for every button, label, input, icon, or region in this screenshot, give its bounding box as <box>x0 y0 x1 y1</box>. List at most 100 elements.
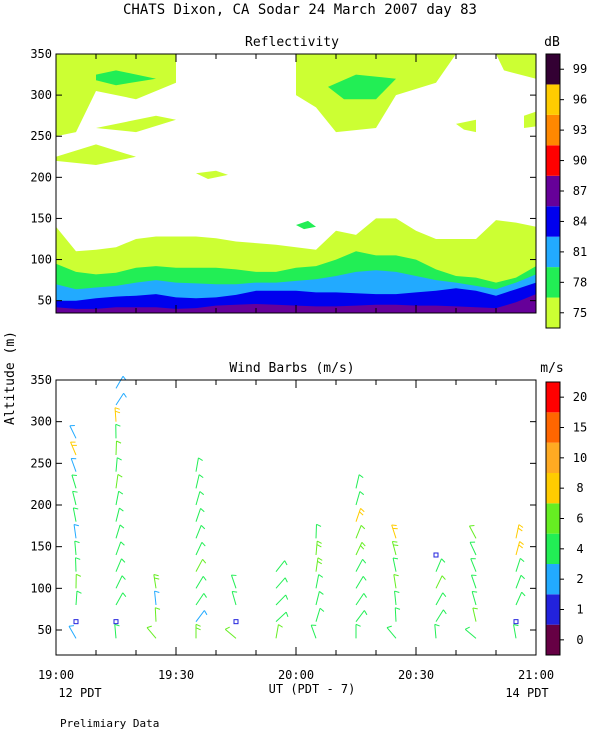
wind-barb-feather <box>203 610 208 616</box>
wind-barb-feather <box>278 624 283 628</box>
wind-barb-feather <box>116 440 122 444</box>
wind-barb-feather <box>316 540 322 544</box>
wind-barb-feather <box>119 524 125 529</box>
wind-barb-feather <box>393 574 399 577</box>
wind-barb-calm <box>113 619 119 625</box>
wind-colorbar-tick-label: 2 <box>576 572 583 586</box>
wind-y-tick-label: 150 <box>30 540 52 554</box>
wind-barb-feather <box>472 591 478 593</box>
wind-barb-feather <box>513 624 519 627</box>
wind-barb-feather <box>76 590 82 594</box>
wind-barb-feather <box>394 590 400 594</box>
wind-barb <box>195 559 204 572</box>
reflectivity-patch-78db <box>96 70 156 86</box>
wind-barb <box>515 558 521 572</box>
wind-barb-feather <box>75 557 81 560</box>
wind-barb <box>275 594 287 606</box>
wind-barb <box>355 474 360 489</box>
wind-barb <box>70 458 77 472</box>
wind-barb <box>315 591 320 606</box>
reflectivity-y-tick-label: 150 <box>30 211 52 225</box>
wind-colorbar-swatch <box>546 442 560 473</box>
reflectivity-colorbar-swatch <box>546 54 560 85</box>
local-time-start-note: 12 PDT <box>58 686 101 700</box>
wind-colorbar-swatch <box>546 412 560 443</box>
wind-barb-feather <box>284 577 288 583</box>
wind-barb-feather <box>154 590 160 594</box>
altitude-axis-label: Altitude (m) <box>3 331 18 425</box>
wind-barb-feather <box>118 490 124 495</box>
reflectivity-colorbar-swatch <box>546 297 560 328</box>
wind-barb <box>355 525 362 539</box>
wind-barb-feather <box>203 593 207 598</box>
wind-barb <box>464 628 477 639</box>
time-tick-label: 20:00 <box>278 668 314 682</box>
reflectivity-colorbar-tick-label: 84 <box>573 214 587 228</box>
reflectivity-colorbar-swatch <box>546 267 560 298</box>
reflectivity-colorbar-tick-label: 75 <box>573 306 587 320</box>
wind-barb-feather <box>318 574 324 578</box>
wind-colorbar: 0 1 2 4 6 8 10 15 20 <box>545 381 587 656</box>
wind-barb <box>74 541 77 556</box>
wind-barb-feather <box>442 592 447 597</box>
wind-barb-feather <box>361 541 366 547</box>
wind-barb <box>153 574 157 589</box>
wind-barb <box>146 627 157 639</box>
wind-barb-feather <box>153 574 159 577</box>
wind-barb-feather <box>316 523 322 527</box>
wind-y-tick-label: 50 <box>38 623 52 637</box>
wind-barb-feather <box>201 541 206 547</box>
wind-barb <box>275 560 286 572</box>
wind-barb <box>114 407 117 422</box>
preliminary-data-note: Prelimiary Data <box>60 717 159 730</box>
wind-barb <box>75 590 78 606</box>
wind-barb-marks <box>68 375 526 639</box>
figure-title: CHATS Dixon, CA Sodar 24 March 2007 day … <box>123 2 477 18</box>
wind-barb-feather <box>317 557 323 561</box>
wind-colorbar-tick-label: 4 <box>576 542 583 556</box>
wind-barb-feather <box>195 623 201 627</box>
reflectivity-colorbar-tick-label: 81 <box>573 245 587 259</box>
wind-barb <box>315 608 321 622</box>
wind-barb <box>72 491 77 506</box>
wind-colorbar-tick-label: 8 <box>576 481 583 495</box>
wind-barb-feather <box>68 625 75 627</box>
wind-colorbar-swatch <box>546 503 560 534</box>
time-tick-label: 20:30 <box>398 668 434 682</box>
wind-barb <box>195 542 203 556</box>
wind-barb <box>224 628 237 639</box>
wind-barb <box>71 474 77 489</box>
wind-barb <box>315 541 318 556</box>
wind-barb <box>472 607 477 622</box>
wind-barb <box>195 610 205 622</box>
wind-barb-feather <box>202 558 207 564</box>
wind-barb <box>230 574 237 589</box>
wind-barb-feather <box>518 524 524 528</box>
wind-colorbar-tick-label: 1 <box>576 603 583 617</box>
wind-colorbar-swatch <box>546 473 560 504</box>
wind-barb-feather <box>392 557 399 560</box>
wind-barb <box>355 508 362 522</box>
wind-barb-feather <box>114 407 120 410</box>
wind-barb <box>435 609 444 622</box>
wind-barb <box>115 575 123 589</box>
wind-barb-feather <box>285 611 289 617</box>
wind-barb-feather <box>443 609 447 615</box>
wind-colorbar-swatch <box>546 533 560 564</box>
wind-barb <box>195 457 199 472</box>
wind-barb-feather <box>116 457 122 461</box>
wind-colorbar-tick-label: 6 <box>576 512 583 526</box>
wind-colorbar-tick-label: 0 <box>576 633 583 647</box>
wind-barb-feather <box>519 557 525 563</box>
wind-colorbar-swatch <box>546 564 560 595</box>
wind-barb <box>195 474 200 489</box>
wind-colorbar-swatch <box>546 594 560 625</box>
wind-barb-feather <box>198 457 203 462</box>
wind-barb <box>394 591 397 606</box>
wind-barb <box>515 524 520 539</box>
wind-barb-feather <box>117 474 123 478</box>
wind-barb <box>70 441 77 456</box>
wind-barb <box>394 607 397 622</box>
